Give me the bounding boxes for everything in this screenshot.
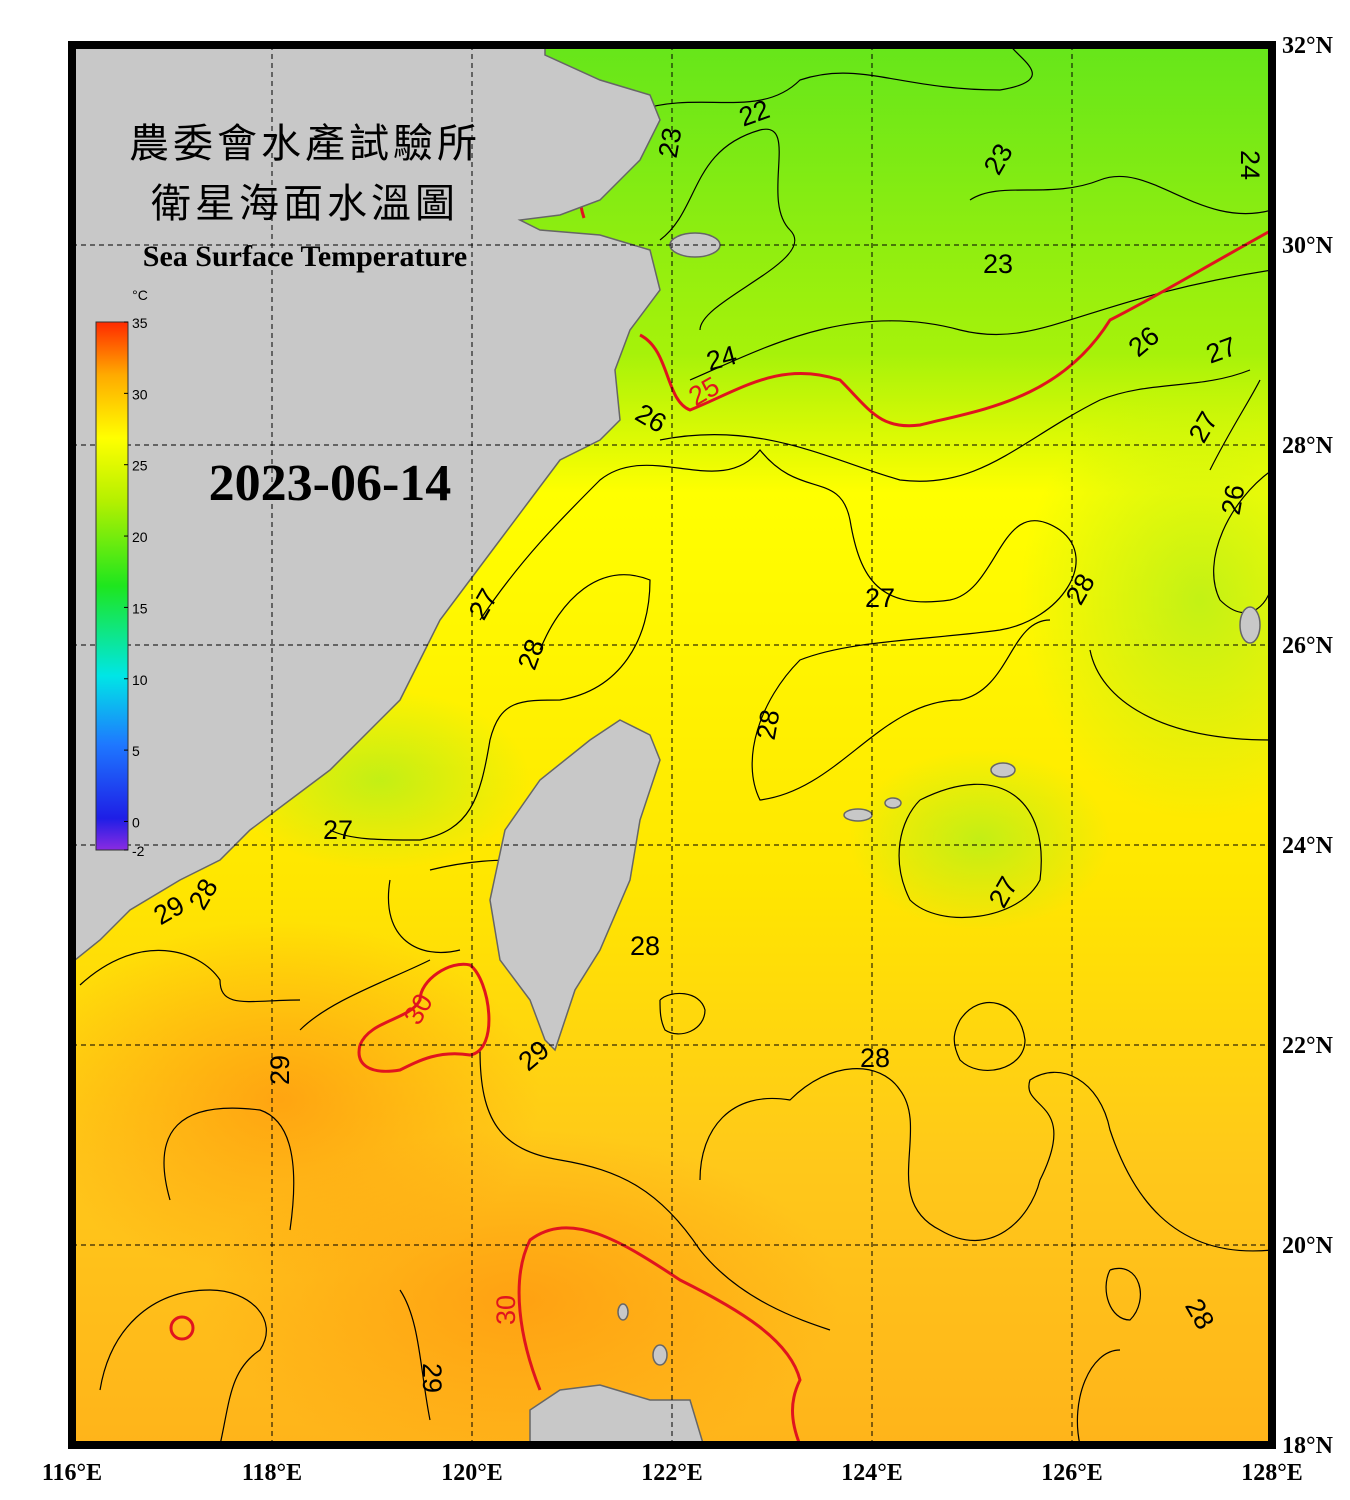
lon-label: 116°E — [42, 1460, 102, 1486]
colorbar-unit: °C — [132, 287, 148, 303]
map-frame — [68, 41, 1276, 1449]
contour-label: 27 — [865, 583, 895, 613]
contour-label: 29 — [417, 1363, 447, 1393]
title-zh: 農委會水產試驗所 — [129, 121, 481, 166]
contour-label: 30 — [491, 1295, 521, 1325]
lat-label: 26°N — [1282, 633, 1334, 659]
lat-label: 28°N — [1282, 433, 1334, 459]
contour-label: 28 — [860, 1043, 890, 1073]
colorbar-tick-label: 20 — [132, 529, 148, 545]
axis-labels: 116°E 118°E 120°E 122°E 124°E 126°E 128°E 32°N 3… — [42, 33, 1334, 1486]
island — [652, 1344, 668, 1366]
island — [843, 808, 873, 822]
island — [617, 1303, 629, 1321]
title-zh: 衛星海面水溫圖 — [151, 181, 459, 226]
warm-area — [72, 920, 540, 1280]
colorbar — [95, 321, 129, 851]
colorbar-ticks: 35 30 25 20 15 10 5 0 -2 — [124, 315, 148, 859]
lon-label: 126°E — [1041, 1460, 1103, 1486]
contour-label: 23 — [983, 249, 1013, 279]
colorbar-tick-label: 10 — [132, 672, 148, 688]
island — [1239, 606, 1261, 644]
lon-label: 124°E — [841, 1460, 903, 1486]
title-block: 農委會水產試驗所 衛星海面水溫圖 Sea Surface Temperature… — [129, 121, 481, 512]
colorbar-tick-label: -2 — [132, 843, 145, 859]
contour-label: 24 — [1235, 150, 1265, 180]
date: 2023-06-14 — [209, 455, 452, 512]
colorbar-tick-label: 15 — [132, 600, 148, 616]
lat-label: 30°N — [1282, 233, 1334, 259]
island — [884, 797, 902, 809]
colorbar-tick-label: 30 — [132, 386, 148, 402]
graticule — [72, 45, 1272, 1445]
contours — [79, 45, 1272, 1445]
lat-label: 22°N — [1282, 1033, 1334, 1059]
cool-area — [850, 750, 1110, 930]
contour-label: 29 — [265, 1055, 295, 1085]
colorbar-tick-label: 35 — [132, 315, 148, 331]
lon-label: 122°E — [641, 1460, 703, 1486]
lon-label: 118°E — [242, 1460, 302, 1486]
island — [990, 762, 1016, 778]
contour-label: 27 — [323, 815, 353, 845]
title-en: Sea Surface Temperature — [143, 240, 467, 273]
lat-label: 18°N — [1282, 1433, 1334, 1459]
cool-area — [1020, 380, 1272, 820]
colorbar-tick-label: 25 — [132, 458, 148, 474]
land — [72, 45, 1261, 1445]
lon-label: 128°E — [1241, 1460, 1303, 1486]
lat-label: 20°N — [1282, 1233, 1334, 1259]
lon-label: 120°E — [441, 1460, 503, 1486]
contour-label: 26 — [1216, 482, 1251, 517]
colorbar-tick-label: 0 — [132, 814, 140, 830]
colorbar-tick-label: 5 — [132, 743, 140, 759]
lat-label: 32°N — [1282, 33, 1334, 59]
mainland — [72, 45, 661, 965]
lat-label: 24°N — [1282, 833, 1334, 859]
contour-label: 28 — [630, 931, 660, 961]
contour-label: 23 — [653, 125, 688, 160]
contour-label: 28 — [751, 707, 786, 742]
